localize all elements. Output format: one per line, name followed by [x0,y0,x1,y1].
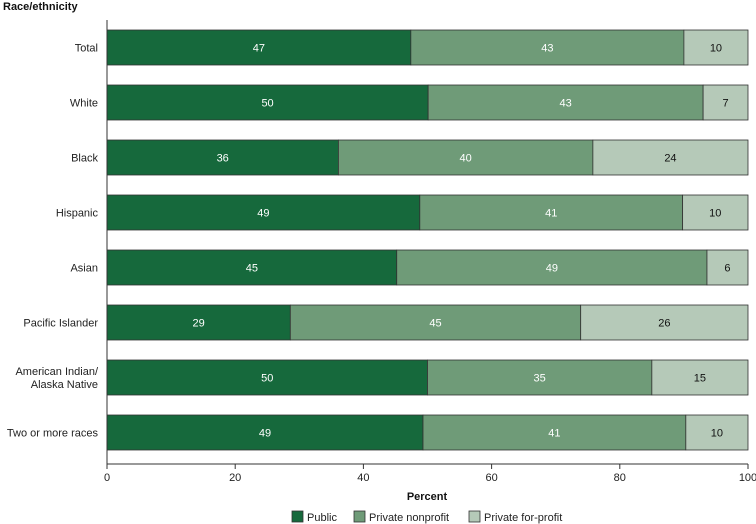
legend-label: Public [307,512,337,524]
bar-segment [427,84,704,121]
data-label: 50 [261,98,273,110]
category-label: Pacific Islander [23,318,98,330]
legend-swatch [353,510,366,523]
bar-segment [106,29,412,66]
data-label: 29 [193,318,205,330]
bars-group: 47 43 10 Total 50 43 7 White 36 40 24 Black 49 41 10 Hi… [7,29,749,451]
data-label: 41 [545,208,557,220]
bar-segment [592,139,749,176]
category-label: Two or more races [7,428,99,440]
data-label: 24 [664,153,676,165]
bar-segment [685,414,749,451]
x-tick-label: 60 [485,472,497,484]
x-axis-title: Percent [407,491,448,503]
bar-segment [706,249,749,286]
data-label: 43 [560,98,572,110]
data-label: 50 [261,373,273,385]
x-tick-label: 0 [104,472,110,484]
data-label: 49 [259,428,271,440]
category-label: White [70,98,98,110]
legend-label: Private nonprofit [369,512,449,524]
data-label: 45 [429,318,441,330]
bar-segment [106,194,421,231]
bar-segment [396,249,708,286]
legend: Public Private nonprofit Private for-profi… [291,510,562,524]
data-label: 45 [246,263,258,275]
data-label: 7 [723,98,729,110]
y-axis-title: Race/ethnicity [3,1,78,13]
data-label: 10 [711,428,723,440]
category-label: Total [75,43,98,55]
data-label: 36 [217,153,229,165]
bar-segment [289,304,582,341]
data-label: 6 [724,263,730,275]
data-label: 35 [534,373,546,385]
x-axis: 0 20 40 60 80 100 [104,20,756,484]
category-label: Black [71,153,98,165]
data-label: 49 [546,263,558,275]
bar-segment [106,359,428,396]
data-label: 15 [694,373,706,385]
data-label: 41 [548,428,560,440]
bar-segment [106,414,424,451]
data-label: 47 [253,43,265,55]
bar-segment [422,414,687,451]
data-label: 40 [460,153,472,165]
data-label: 10 [709,208,721,220]
data-label: 43 [541,43,553,55]
bar-segment [580,304,749,341]
x-tick-label: 80 [614,472,626,484]
bar-segment [651,359,749,396]
bar-segment [106,249,398,286]
bar-segment [106,84,429,121]
bar-segment [683,29,749,66]
category-label: Asian [70,263,98,275]
category-label: Hispanic [56,208,99,220]
data-label: 10 [710,43,722,55]
bar-segment [338,139,594,176]
category-label: Alaska Native [31,379,98,391]
x-tick-label: 40 [357,472,369,484]
data-label: 49 [257,208,269,220]
bar-segment [682,194,749,231]
legend-swatch [291,510,304,523]
data-label: 26 [658,318,670,330]
legend-swatch [468,510,481,523]
bar-segment [106,139,339,176]
x-tick-label: 20 [229,472,241,484]
category-label: American Indian/ [15,366,98,378]
bar-segment [702,84,749,121]
bar-segment [427,359,653,396]
x-tick-label: 100 [739,472,756,484]
legend-label: Private for-profit [484,512,562,524]
bar-segment [410,29,685,66]
